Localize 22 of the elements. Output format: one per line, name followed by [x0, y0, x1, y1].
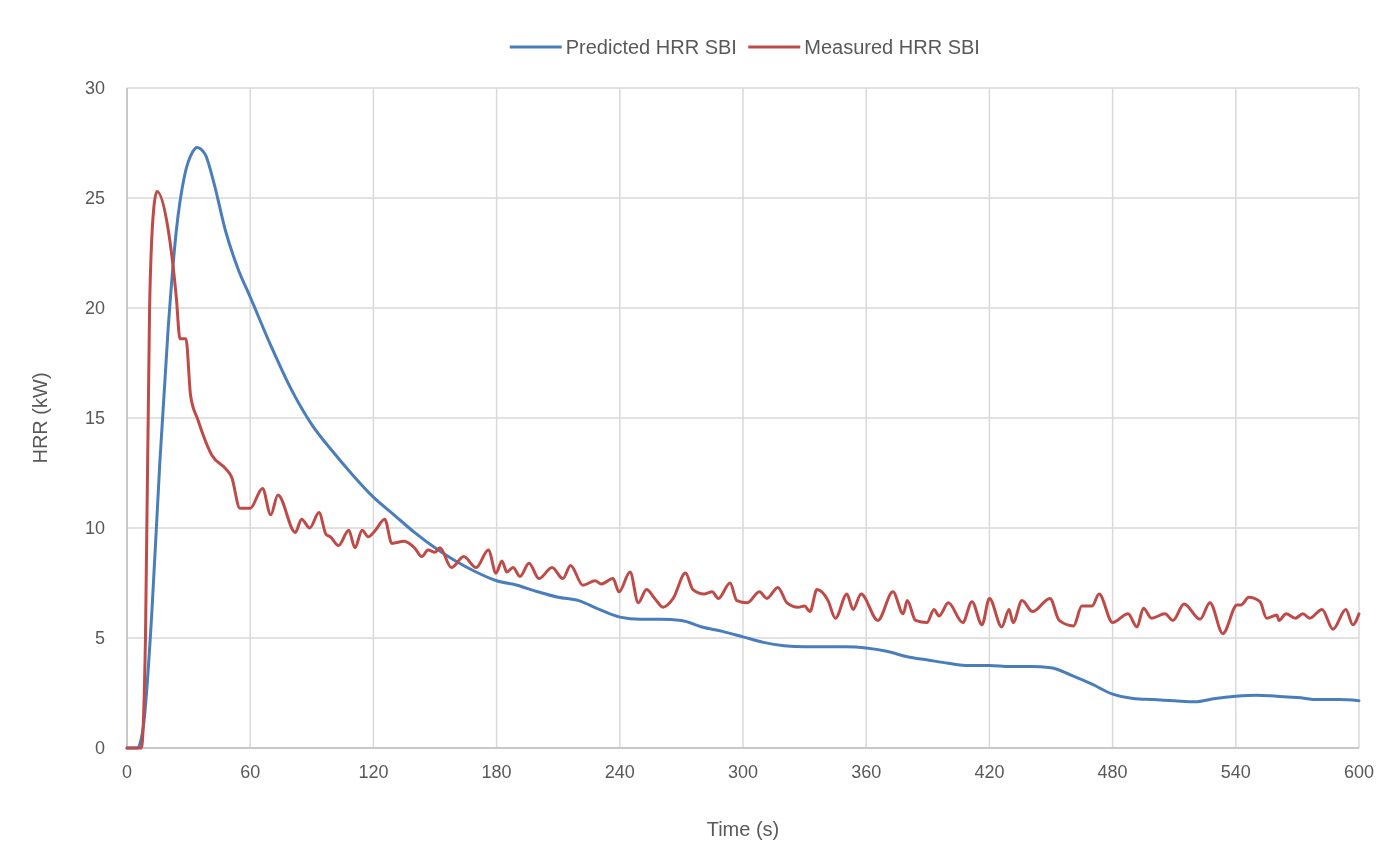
x-tick-label: 360 [851, 762, 882, 782]
x-tick-label: 60 [240, 762, 261, 782]
y-tick-label: 10 [84, 518, 105, 538]
x-tick-label: 600 [1343, 762, 1375, 782]
y-tick-label: 0 [94, 738, 105, 758]
y-tick-label: 5 [94, 628, 105, 648]
x-tick-label: 540 [1220, 762, 1251, 782]
x-tick-label: 480 [1097, 762, 1128, 782]
legend-label: Predicted HRR SBI [565, 36, 737, 58]
x-tick-label: 120 [358, 762, 389, 782]
x-tick-label: 240 [604, 762, 635, 782]
legend-label: Measured HRR SBI [804, 36, 980, 58]
x-tick-label: 420 [974, 762, 1005, 782]
y-tick-label: 30 [84, 78, 105, 98]
y-tick-label: 20 [84, 298, 105, 318]
x-tick-label: 0 [121, 762, 133, 782]
x-tick-label: 300 [727, 762, 759, 782]
y-tick-label: 25 [84, 188, 105, 208]
y-tick-label: 15 [84, 408, 105, 428]
y-axis-title: HRR (kW) [29, 372, 51, 464]
x-axis-title: Time (s) [706, 818, 780, 840]
x-tick-label: 180 [481, 762, 512, 782]
